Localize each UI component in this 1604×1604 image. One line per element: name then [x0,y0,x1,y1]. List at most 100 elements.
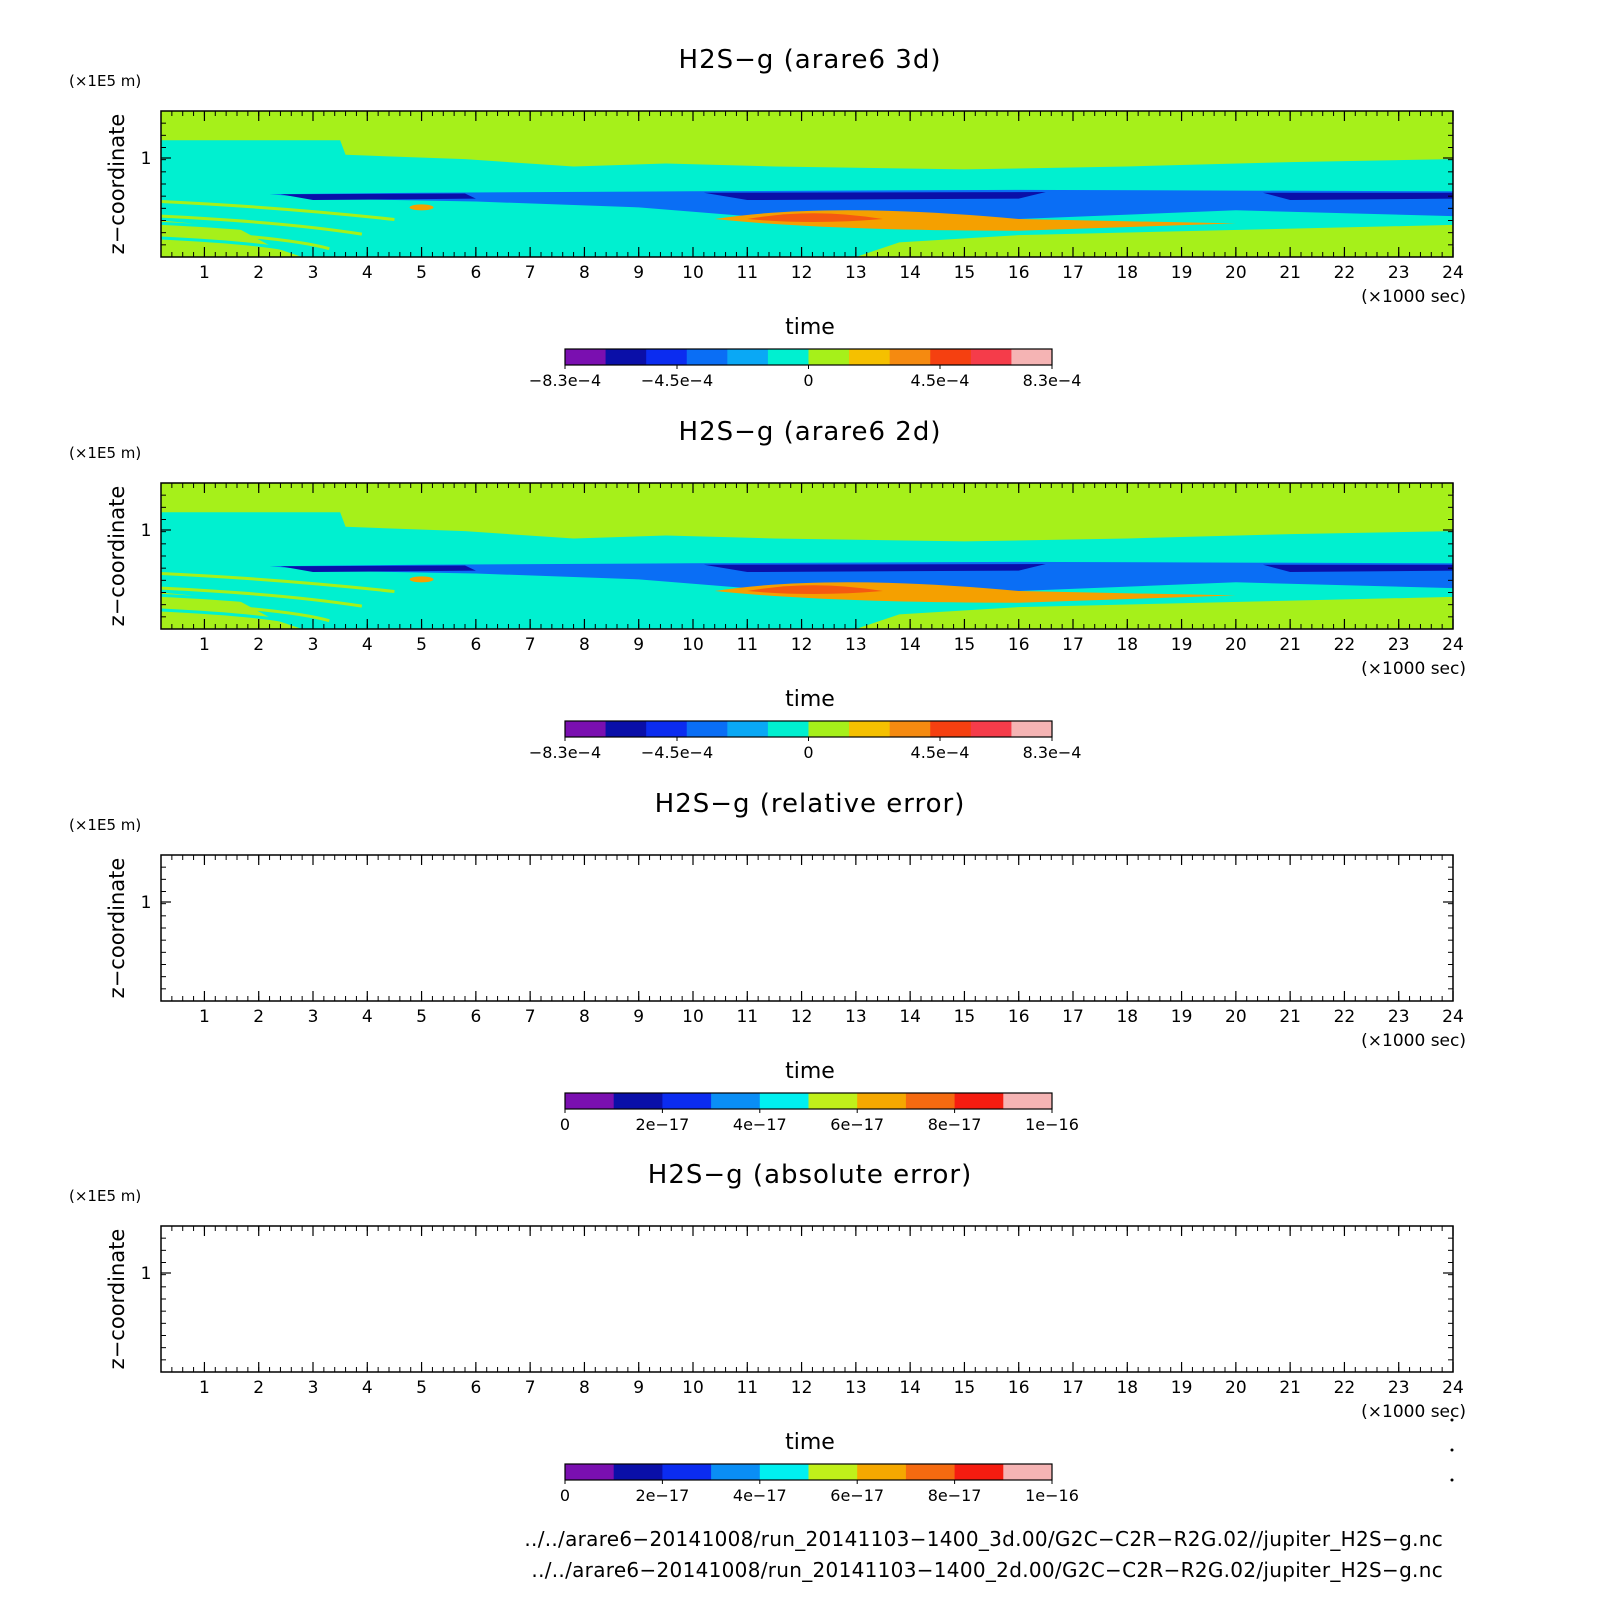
x-tick-label: 18 [1116,1378,1138,1398]
colorbar-swatch [565,1464,615,1480]
x-tick-label: 19 [1171,1378,1193,1398]
colorbar-swatch [605,721,647,737]
panel: H2S−g (relative error) (×1E5 m) z−coordina… [69,789,1466,1134]
field-orange-fleck [409,576,434,583]
x-tick-label: 19 [1171,263,1193,283]
panel-title: H2S−g (arare6 2d) [679,417,942,447]
x-tick-label: 15 [954,635,976,655]
x-tick-label: 3 [308,635,319,655]
colorbar-swatch [759,1464,809,1480]
colorbar-swatch [970,349,1012,365]
x-tick-label: 13 [845,263,867,283]
x-tick-label: 9 [633,263,644,283]
y-axis-label: z−coordinate [105,1229,129,1370]
x-tick-label: 11 [736,1007,758,1027]
colorbar-swatch [613,1093,663,1109]
x-tick-label: 22 [1334,1378,1356,1398]
x-tick-label: 8 [579,1007,590,1027]
colorbar-swatch [857,1464,907,1480]
x-tick-label: 17 [1062,635,1084,655]
panel-title: H2S−g (absolute error) [648,1160,972,1190]
x-tick-label: 24 [1442,1007,1464,1027]
colorbar-swatch [767,349,809,365]
x-tick-label: 22 [1334,263,1356,283]
field-streak [161,207,379,229]
x-tick-label: 12 [791,1378,813,1398]
x-tick-label: 16 [1008,1378,1030,1398]
x-tick-label: 8 [579,263,590,283]
x-tick-label: 17 [1062,263,1084,283]
y-axis-label: z−coordinate [105,858,129,999]
x-tick-label: 23 [1388,1378,1410,1398]
x-tick-label: 19 [1171,1007,1193,1027]
colorbar-tick-label: 4.5e−4 [911,743,970,762]
x-tick-label: 2 [253,635,264,655]
x-tick-label: 6 [470,635,481,655]
x-tick-label: 7 [525,635,536,655]
y-axis-label: z−coordinate [105,114,129,255]
y-tick-label: 1 [141,521,152,541]
colorbar-swatch [849,721,891,737]
y-unit-label: (×1E5 m) [69,72,141,90]
x-tick-label: 21 [1279,635,1301,655]
colorbar-tick-label: −8.3e−4 [529,371,601,390]
colorbar-tick-label: 4e−17 [733,1115,787,1134]
colorbar-swatch [711,1093,761,1109]
x-tick-label: 9 [633,1378,644,1398]
x-tick-label: 5 [416,1007,427,1027]
colorbar-tick-label: −4.5e−4 [641,743,713,762]
field-streak [161,593,346,615]
x-tick-label: 5 [416,635,427,655]
x-tick-label: 16 [1008,1007,1030,1027]
heatmap-field [161,111,1453,257]
colorbar-swatch [1003,1464,1053,1480]
x-tick-label: 1 [199,635,210,655]
field-dark-core [1263,192,1453,201]
colorbar-tick-label: 6e−17 [830,1486,884,1505]
x-tick-label: 17 [1062,1007,1084,1027]
colorbar-swatch [662,1093,712,1109]
field-streak [161,586,363,608]
field-streak [161,229,330,251]
colorbar-tick-label: −4.5e−4 [641,371,713,390]
colorbar-swatch [686,721,728,737]
x-tick-label: 15 [954,263,976,283]
x-tick-label: 14 [899,1007,921,1027]
colorbar-swatch [1011,349,1053,365]
colorbar-swatch [1011,721,1053,737]
x-tick-label: 18 [1116,263,1138,283]
x-tick-label: 18 [1116,635,1138,655]
colorbar-swatch [646,721,688,737]
x-axis-label: time [785,315,835,340]
x-tick-label: 4 [362,635,373,655]
colorbar-tick-label: 4.5e−4 [911,371,970,390]
x-tick-label: 12 [791,1007,813,1027]
field-streak [161,221,346,243]
x-tick-label: 20 [1225,1378,1247,1398]
x-tick-label: 3 [308,1007,319,1027]
colorbar-tick-label: 8.3e−4 [1023,743,1082,762]
colorbar-swatch [954,1464,1004,1480]
colorbar-swatch [905,1093,956,1109]
colorbar-tick-label: 8e−17 [928,1115,982,1134]
field-streak [161,236,314,257]
colorbar-tick-label: −8.3e−4 [529,743,601,762]
colorbar-swatch [686,349,728,365]
x-tick-label: 10 [682,1378,704,1398]
colorbar-tick-label: 0 [560,1486,570,1505]
x-tick-label: 24 [1442,263,1464,283]
colorbar-swatch [767,721,809,737]
x-tick-label: 23 [1388,263,1410,283]
field-dark-core [280,193,476,201]
y-tick-label: 1 [141,1264,152,1284]
x-tick-label: 22 [1334,1007,1356,1027]
x-tick-label: 10 [682,1007,704,1027]
colorbar-swatch [808,349,850,365]
plot-frame [160,1225,1454,1373]
x-tick-label: 20 [1225,635,1247,655]
x-tick-label: 24 [1442,1378,1464,1398]
colorbar-swatch [889,349,931,365]
x-tick-label: 11 [736,263,758,283]
colorbar-swatch [646,349,688,365]
